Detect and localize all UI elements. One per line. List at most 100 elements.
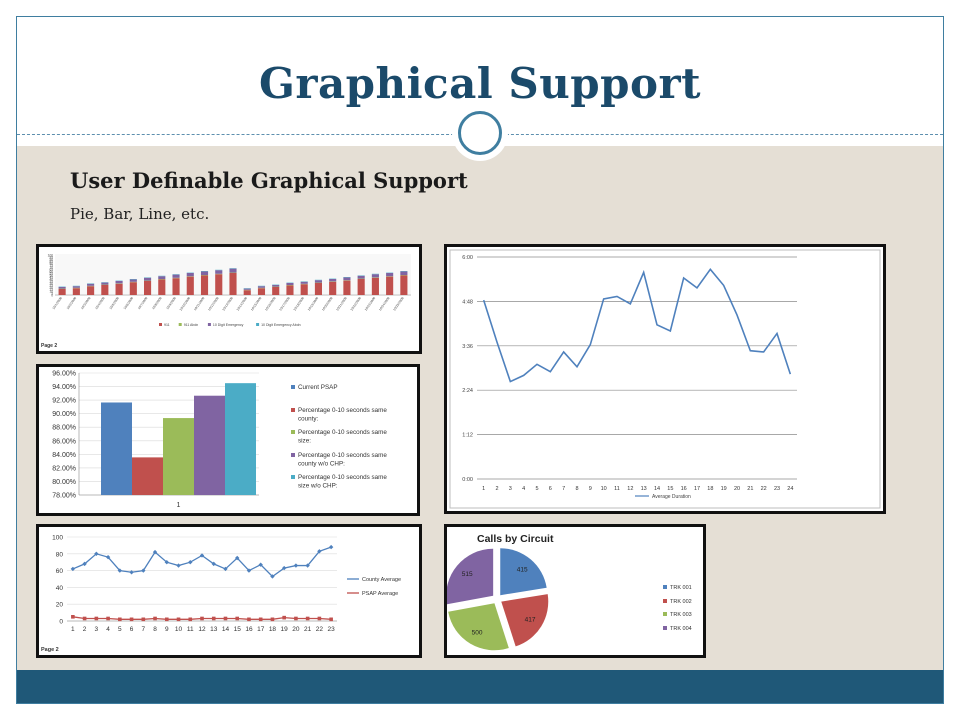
bar-segment <box>386 273 394 277</box>
x-tick-label: 19 <box>721 486 727 492</box>
bar-segment <box>243 288 251 290</box>
data-label: 515 <box>462 571 473 578</box>
bar-segment <box>215 274 223 295</box>
x-tick-label: 15 <box>234 626 242 633</box>
y-tick-label: 96.00% <box>52 371 76 378</box>
y-tick-label: 5 <box>51 292 53 296</box>
legend-label: County Average <box>362 577 401 583</box>
x-tick-label: 19 <box>281 626 289 633</box>
x-tick-label: 23 <box>328 626 336 633</box>
legend-label: Percentage 0-10 seconds same county w/o C… <box>298 452 387 468</box>
pie-slice <box>501 594 549 647</box>
x-tick-label: 22 <box>761 486 767 492</box>
pie-slice <box>500 548 547 596</box>
x-tick-label: 11 <box>187 626 194 633</box>
bar-segment <box>400 275 408 295</box>
pie-slice <box>447 548 494 605</box>
bar-segment <box>229 273 237 295</box>
bar <box>194 395 225 495</box>
x-tick-label: 11 <box>614 486 620 492</box>
data-point <box>235 616 240 621</box>
bar-segment <box>257 286 266 288</box>
pie-slice <box>448 603 509 651</box>
y-tick-label: 0 <box>51 294 53 298</box>
bar-segment <box>87 286 95 295</box>
y-tick-label: 55 <box>49 272 53 276</box>
data-point <box>293 563 299 568</box>
y-tick-label: 80 <box>56 551 64 558</box>
x-tick-label: 5 <box>535 486 538 492</box>
data-point <box>118 617 122 622</box>
y-tick-label: 40 <box>49 278 53 282</box>
legend-label: 10 Digit Emergency Abdn <box>261 323 301 327</box>
x-tick-label: 9 <box>165 626 169 633</box>
y-tick-label: 90.00% <box>52 411 76 418</box>
x-tick-label: 10/22/2008 <box>350 296 363 312</box>
y-tick-label: 90 <box>49 258 53 262</box>
x-tick-label: 10/5/2008 <box>108 296 120 310</box>
bar-segment <box>215 270 223 274</box>
y-tick-label: 30 <box>49 282 53 286</box>
bar-segment <box>257 288 266 295</box>
legend-label: Average Duration <box>652 494 691 500</box>
legend-label: PSAP Average <box>362 591 398 597</box>
duration-line-chart: 0:001:122:243:364:486:001 2 3 4 5 6 7 8 9 10 11 12 1… <box>449 249 881 509</box>
data-point <box>129 617 134 622</box>
data-point <box>71 615 75 619</box>
bar-segment <box>200 275 209 295</box>
calls-by-circuit-pie-panel: Calls by Circuit 415 417 500 515 TRK 001 TRK 0… <box>444 524 706 658</box>
data-point <box>305 616 310 621</box>
x-tick-label: 10/10/2008 <box>179 296 192 312</box>
bar-segment <box>357 279 365 295</box>
legend-swatch <box>663 626 667 630</box>
bar-segment <box>300 281 308 284</box>
x-tick-label: 3 <box>95 626 99 633</box>
x-tick-label: 10/13/2008 <box>221 296 234 312</box>
x-tick-label: 5 <box>118 626 122 633</box>
bar-segment <box>357 275 365 279</box>
x-tick-label: 10/25/2008 <box>392 296 405 312</box>
legend-label: Percentage 0-10 seconds same size w/o CHP… <box>298 474 387 490</box>
x-tick-label: 10/18/2008 <box>293 296 306 312</box>
bar-segment <box>129 279 137 282</box>
y-tick-label: 60 <box>49 270 53 274</box>
y-tick-label: 70 <box>49 266 53 270</box>
bar-segment <box>144 277 152 281</box>
bar-segment <box>329 279 337 282</box>
legend-swatch <box>178 323 182 326</box>
data-point <box>106 616 110 621</box>
bar-segment <box>129 282 137 295</box>
x-tick-label: 24 <box>787 486 793 492</box>
x-tick-label: 8 <box>153 626 157 633</box>
x-tick-label: 10 <box>601 486 607 492</box>
y-tick-label: 60 <box>56 568 64 575</box>
bar-segment <box>371 277 379 295</box>
data-label: 500 <box>472 629 483 636</box>
y-tick-label: 15 <box>49 288 53 292</box>
data-point <box>328 544 334 550</box>
series-line <box>72 546 332 578</box>
page-footer: Page 2 <box>41 343 57 349</box>
x-tick-label: 14 <box>654 486 660 492</box>
x-tick-label: 21 <box>747 486 753 492</box>
y-tick-label: 40 <box>56 585 64 592</box>
bar-segment <box>172 278 180 295</box>
bar-segment <box>115 283 123 295</box>
x-tick-label: 10/21/2008 <box>335 296 348 312</box>
legend-label: TRK 004 <box>670 626 692 632</box>
y-tick-label: 0:00 <box>462 477 473 483</box>
x-tick-label: 6 <box>130 626 134 633</box>
y-tick-label: 94.00% <box>52 384 76 391</box>
x-tick-label: 2 <box>495 486 498 492</box>
x-tick-label: 7 <box>141 626 145 633</box>
data-point <box>82 616 87 621</box>
bar-segment <box>286 283 294 285</box>
legend-swatch <box>291 475 295 479</box>
data-point <box>176 617 181 622</box>
percentage-bar-chart-panel: 78.00% 80.00% 82.00% 84.00% 86.00% 88.00% 90.0… <box>36 364 420 516</box>
stacked-bar-chart-panel: 0 5 10 15 20 25 30 35 40 45 50 55 60 65 70 75 80 85 90 95 10… <box>36 244 422 354</box>
bar-segment <box>400 271 408 275</box>
slide-title: Graphical Support <box>258 59 702 108</box>
county-psap-line-chart-panel: 0 20 40 60 80 100 1 2 3 4 5 6 7 8 9 10 11 12 13 14 15 16 17 18 1… <box>36 524 422 658</box>
duration-line-chart-panel: 0:00 1:12 2:24 3:36 4:48 6:00 1 2 3 4 5 6 7 8 9 10 11 12 1… <box>444 244 886 514</box>
